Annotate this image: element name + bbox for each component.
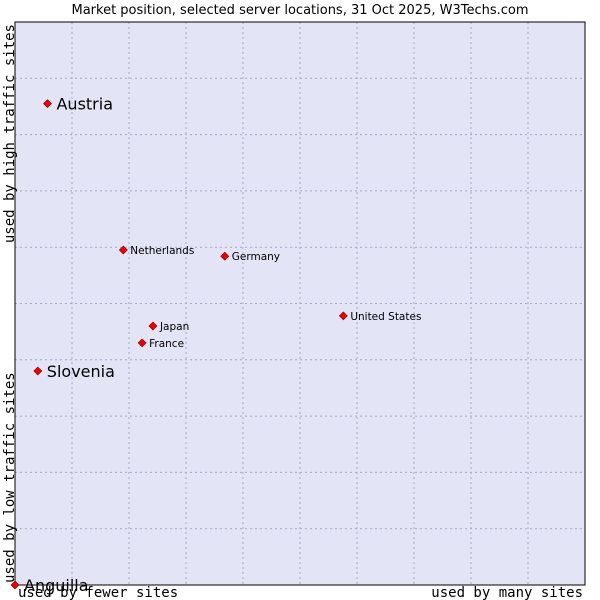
point-label-france: France (149, 338, 184, 350)
y-axis-label-high: used by high traffic sites (2, 24, 18, 243)
point-label-united-states: United States (350, 311, 421, 323)
data-points: Austria Slovenia Anguilla Netherlands German… (10, 95, 421, 595)
plot-border (14, 21, 586, 586)
point-marker-united-states (338, 311, 348, 321)
point-label-austria: Austria (56, 95, 113, 114)
x-axis-label-low: used by fewer sites (18, 585, 178, 600)
point-label-japan: Japan (159, 321, 189, 333)
grid-lines (15, 22, 585, 585)
chart-title: Market position, selected server locatio… (71, 3, 528, 18)
point-label-anguilla: Anguilla (24, 576, 89, 595)
y-axis-label-low: used by low traffic sites (2, 372, 18, 583)
point-label-germany: Germany (232, 251, 280, 263)
point-marker-slovenia (33, 366, 43, 376)
point-marker-france (137, 338, 147, 348)
point-marker-austria (43, 99, 52, 109)
point-marker-anguilla (10, 580, 20, 590)
point-marker-netherlands (118, 245, 128, 255)
point-marker-japan (148, 321, 158, 331)
point-label-netherlands: Netherlands (130, 245, 194, 257)
point-label-slovenia: Slovenia (47, 362, 115, 381)
point-marker-germany (220, 251, 230, 261)
x-axis-label-high: used by many sites (431, 585, 583, 600)
